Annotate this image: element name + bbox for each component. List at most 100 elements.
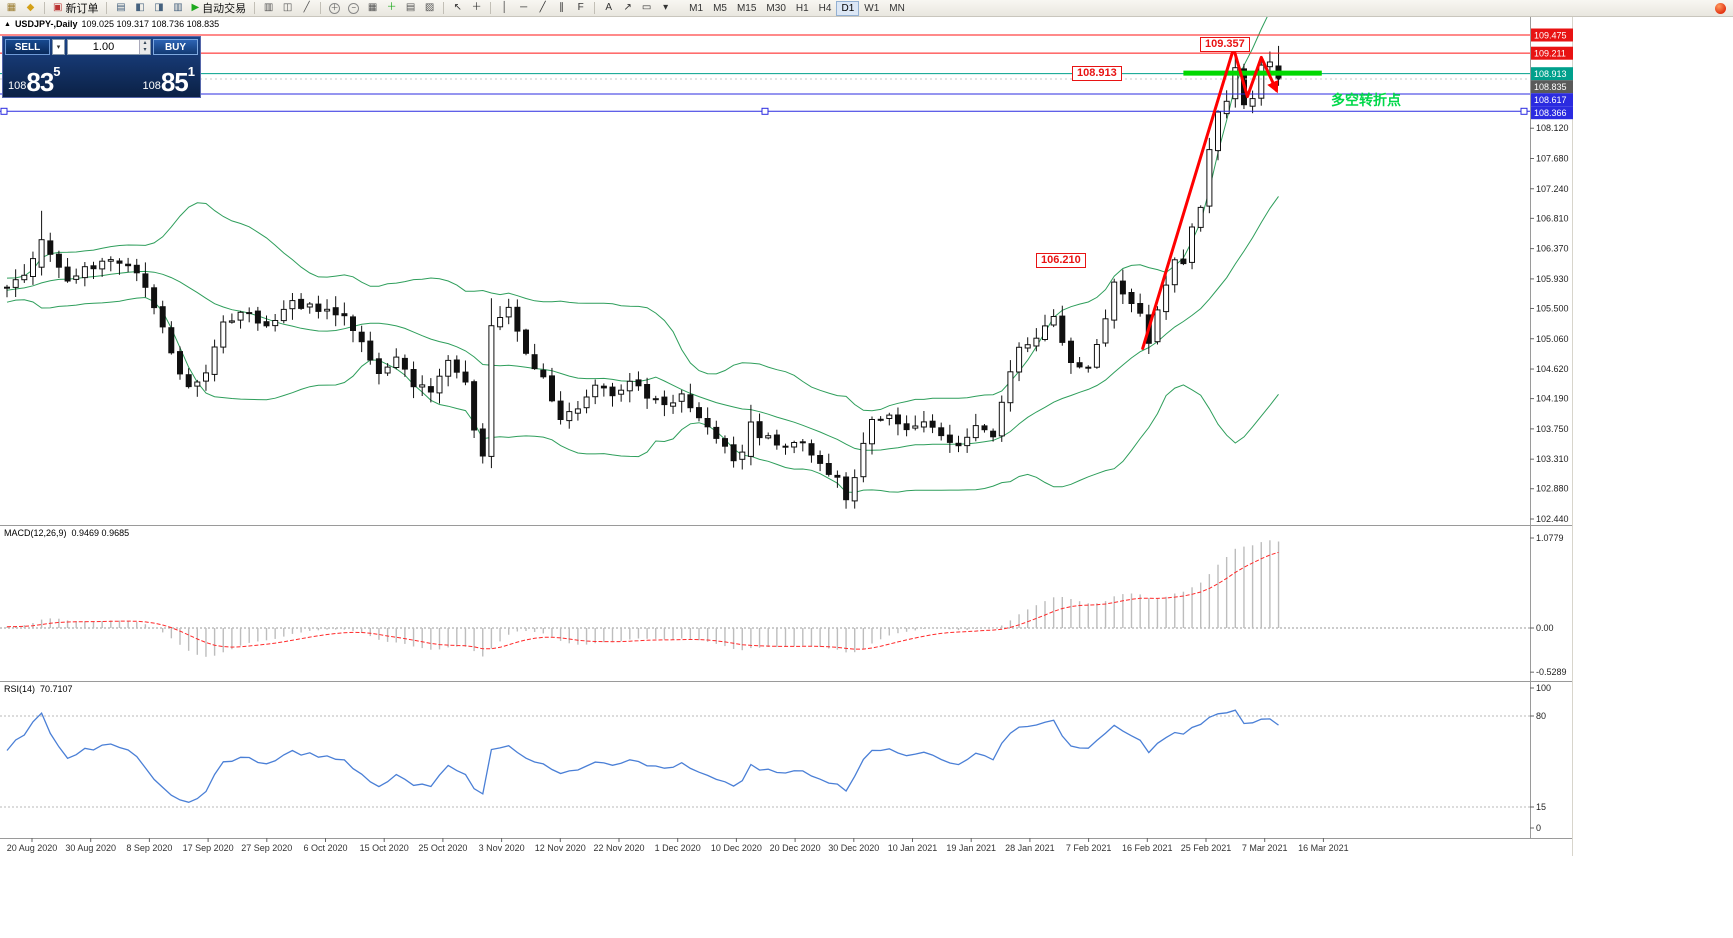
macd-label: MACD(12,26,9) 0.9469 0.9685 — [4, 528, 129, 538]
shapes-icon: ▭ — [641, 2, 652, 13]
svg-text:107.240: 107.240 — [1536, 184, 1569, 194]
svg-text:8 Sep 2020: 8 Sep 2020 — [126, 843, 172, 853]
zoom-in-icon[interactable]: ＋ — [326, 1, 343, 16]
svg-text:17 Sep 2020: 17 Sep 2020 — [183, 843, 234, 853]
timeframe-h4-button[interactable]: H4 — [818, 2, 832, 14]
svg-text:10 Dec 2020: 10 Dec 2020 — [711, 843, 762, 853]
toolbar-separator — [254, 2, 256, 14]
toolbar-dropdown-icon: ▾ — [663, 2, 669, 13]
svg-text:103.310: 103.310 — [1536, 454, 1569, 464]
templates-icon[interactable]: ▨ — [421, 1, 438, 16]
svg-text:80: 80 — [1536, 711, 1546, 721]
ask-big-digits: 85 — [160, 67, 189, 97]
volume-box: 1.00 ▴ ▾ — [67, 39, 151, 55]
one-click-trading-panel[interactable]: SELL ▾ 1.00 ▴ ▾ BUY 108 83 5 108 85 1 — [2, 36, 201, 98]
chart-window-icon[interactable]: ▦ — [3, 1, 20, 16]
timeframe-w1-button[interactable]: W1 — [864, 2, 880, 14]
svg-text:1.0779: 1.0779 — [1536, 533, 1564, 543]
candlestick-chart-icon[interactable]: ◫ — [279, 1, 296, 16]
trendline-icon[interactable]: ╱ — [534, 1, 551, 16]
cursor-icon[interactable]: ↖ — [449, 1, 466, 16]
timeframe-d1-button[interactable]: D1 — [836, 0, 860, 16]
shapes-icon[interactable]: ▭ — [638, 1, 655, 16]
mql-community-icon[interactable]: ◆ — [22, 1, 39, 16]
svg-text:0.00: 0.00 — [1536, 623, 1554, 633]
buy-button[interactable]: BUY — [153, 39, 198, 55]
market-watch-icon: ▤ — [116, 2, 126, 13]
terminal-icon[interactable]: ▥ — [169, 1, 186, 16]
notification-icon[interactable] — [1715, 2, 1726, 14]
timeframe-m30-button[interactable]: M30 — [766, 2, 786, 14]
toolbar-dropdown-icon[interactable]: ▾ — [657, 1, 674, 16]
annotation-price-106210[interactable]: 106.210 — [1036, 253, 1086, 268]
text-tool-icon[interactable]: A — [600, 1, 617, 16]
svg-text:19 Jan 2021: 19 Jan 2021 — [946, 843, 996, 853]
horizontal-line-icon[interactable]: ─ — [515, 1, 532, 16]
tile-windows-icon[interactable]: ▦ — [364, 1, 381, 16]
direction-up-icon: ▲ — [4, 20, 11, 28]
periods-icon: ▤ — [405, 2, 416, 13]
bid-prefix: 108 — [8, 80, 27, 92]
bid-pip-digit: 5 — [53, 64, 61, 79]
fibonacci-icon[interactable]: F — [572, 1, 589, 16]
symbol-period-label: USDJPY-,Daily — [14, 19, 78, 29]
data-window-icon: ◧ — [135, 2, 145, 13]
macd-values: 0.9469 0.9685 — [71, 528, 130, 538]
navigator-icon[interactable]: ◨ — [150, 1, 167, 16]
volume-up-button[interactable]: ▴ — [140, 40, 150, 47]
timeframe-m5-button[interactable]: M5 — [713, 2, 727, 14]
timeframe-m15-button[interactable]: M15 — [736, 2, 757, 14]
data-window-icon[interactable]: ◧ — [131, 1, 148, 16]
candlestick-chart-icon: ◫ — [282, 2, 293, 13]
svg-text:22 Nov 2020: 22 Nov 2020 — [593, 843, 644, 853]
annotation-price-109357[interactable]: 109.357 — [1200, 37, 1250, 52]
buy-price-panel[interactable]: 108 85 1 — [102, 57, 201, 97]
annotation-price-108913[interactable]: 108.913 — [1072, 66, 1122, 81]
timeframe-m1-button[interactable]: M1 — [689, 2, 704, 14]
autotrade-button-label: 自动交易 — [202, 3, 247, 15]
svg-text:109.211: 109.211 — [1534, 49, 1566, 59]
arrow-tool-icon: ↗ — [623, 2, 632, 13]
one-click-controls-row: SELL ▾ 1.00 ▴ ▾ BUY — [3, 37, 200, 57]
vertical-line-icon[interactable]: │ — [496, 1, 513, 16]
indicators-icon: ＋ — [386, 2, 397, 13]
market-watch-icon[interactable]: ▤ — [112, 1, 129, 16]
timeframe-mn-button[interactable]: MN — [889, 2, 905, 14]
annotation-note-text[interactable]: 多空转折点 — [1331, 92, 1401, 108]
toolbar-separator — [44, 2, 45, 14]
chart-window-icon: ▦ — [6, 2, 17, 13]
svg-text:102.440: 102.440 — [1536, 514, 1569, 524]
channel-icon[interactable]: ∥ — [553, 1, 570, 16]
ohlc-values: 109.025 109.317 108.736 108.835 — [81, 19, 220, 29]
timeframe-h1-button[interactable]: H1 — [795, 2, 809, 14]
volume-down-button[interactable]: ▾ — [140, 47, 150, 54]
svg-text:27 Sep 2020: 27 Sep 2020 — [241, 843, 292, 853]
periods-icon[interactable]: ▤ — [402, 1, 419, 16]
autotrade-button[interactable]: ▶ 自动交易 — [188, 1, 249, 16]
volume-dropdown-button[interactable]: ▾ — [52, 39, 65, 55]
mql-community-icon: ◆ — [26, 2, 35, 13]
macd-name: MACD(12,26,9) — [4, 528, 67, 538]
svg-text:7 Mar 2021: 7 Mar 2021 — [1242, 843, 1288, 853]
ask-prefix: 108 — [142, 80, 161, 92]
volume-stepper: ▴ ▾ — [139, 40, 150, 54]
arrow-tool-icon[interactable]: ↗ — [619, 1, 636, 16]
crosshair-icon[interactable]: ＋ — [468, 1, 485, 16]
line-chart-icon[interactable]: ╱ — [298, 1, 315, 16]
cursor-icon: ↖ — [453, 2, 462, 13]
svg-text:-0.5289: -0.5289 — [1536, 667, 1567, 677]
indicators-icon[interactable]: ＋ — [383, 1, 400, 16]
zoom-out-icon[interactable]: − — [345, 1, 362, 16]
volume-input[interactable]: 1.00 — [92, 41, 115, 53]
svg-text:109.475: 109.475 — [1534, 31, 1567, 41]
new-order-button[interactable]: ▣ 新订单 — [50, 1, 101, 16]
svg-text:20 Dec 2020: 20 Dec 2020 — [770, 843, 821, 853]
sell-price-panel[interactable]: 108 83 5 — [3, 57, 102, 97]
bar-chart-icon[interactable]: ▥ — [260, 1, 277, 16]
bar-chart-icon: ▥ — [263, 2, 274, 13]
sell-button[interactable]: SELL — [5, 39, 50, 55]
svg-text:0: 0 — [1536, 823, 1541, 833]
svg-text:25 Oct 2020: 25 Oct 2020 — [418, 843, 467, 853]
